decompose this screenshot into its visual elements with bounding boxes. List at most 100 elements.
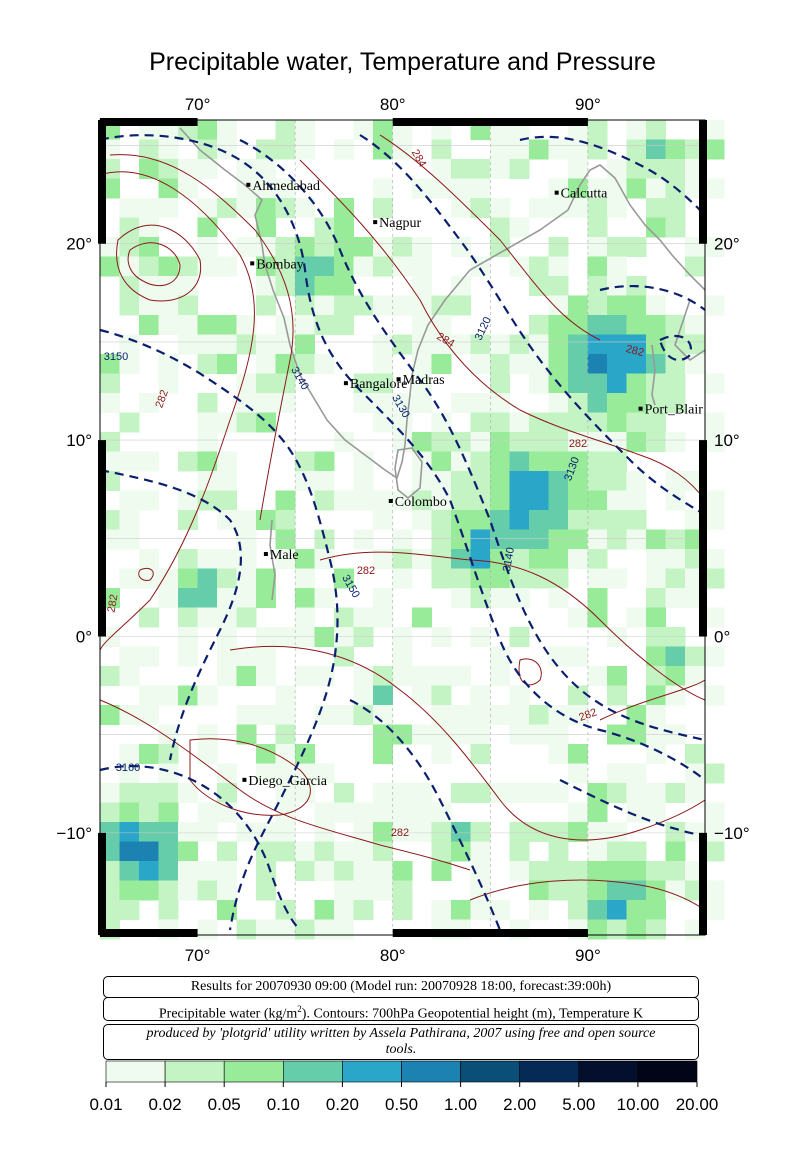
pw-cell (646, 607, 666, 628)
pw-cell (568, 471, 588, 491)
pw-cell (178, 568, 198, 589)
pw-cell (295, 315, 315, 335)
pw-cell (295, 861, 315, 881)
temperature-contour-label: 282 (624, 343, 645, 359)
pw-cell (431, 861, 452, 881)
pw-cell (509, 627, 530, 647)
pw-cell (607, 354, 627, 374)
pw-cell (158, 783, 179, 803)
pw-cell (178, 178, 198, 199)
pw-cell (587, 802, 608, 823)
pw-cell (158, 763, 179, 784)
pw-cell (509, 861, 530, 881)
pw-cell (431, 159, 452, 179)
pw-cell (119, 490, 140, 511)
pw-cell (704, 237, 725, 257)
pw-cell (431, 627, 452, 647)
pw-cell (412, 783, 432, 803)
pw-cell (646, 178, 666, 199)
pw-cell (158, 880, 179, 901)
pw-cell (197, 412, 218, 433)
description-post: ). Contours: 700hPa Geopotential height … (301, 1006, 644, 1022)
pw-cell (490, 139, 510, 160)
pw-cell (548, 295, 569, 316)
pw-cell (197, 568, 218, 589)
pw-cell (451, 666, 471, 686)
pw-cell (412, 685, 432, 706)
pw-cell (587, 451, 608, 472)
pw-cell (529, 139, 549, 160)
pw-cell (295, 744, 315, 764)
pw-cell (431, 666, 452, 686)
pw-cell (334, 919, 354, 940)
pw-cell (119, 861, 140, 881)
pw-cell (334, 237, 354, 257)
pw-cell (665, 568, 686, 589)
pw-cell (626, 529, 647, 550)
pw-cell (197, 919, 218, 940)
pw-cell (392, 861, 413, 881)
pw-cell (607, 393, 627, 413)
geopotential-contour-label: 3140 (501, 546, 517, 572)
pw-cell (314, 256, 335, 277)
pw-cell (646, 783, 666, 803)
pw-cell (509, 490, 530, 511)
lon-label-bottom: 90° (575, 946, 601, 965)
pw-cell (607, 783, 627, 803)
pw-cell (314, 237, 335, 257)
pw-cell (373, 490, 393, 511)
description-info: Precipitable water (kg/m2). Contours: 70… (103, 997, 699, 1022)
pw-cell (392, 627, 413, 647)
pw-cell (568, 490, 588, 511)
pw-cell (548, 744, 569, 764)
pw-cell (548, 432, 569, 452)
pw-cell (373, 880, 393, 901)
pw-cell (275, 139, 296, 160)
pw-cell (431, 451, 452, 472)
pw-cell (353, 666, 374, 686)
pw-cell (334, 783, 354, 803)
pw-cell (100, 354, 120, 374)
pw-cell (704, 685, 725, 706)
pw-cell (451, 705, 471, 725)
pw-cell (412, 666, 432, 686)
pw-cell (334, 568, 354, 589)
map-title: Precipitable water, Temperature and Pres… (149, 48, 656, 76)
pw-cell (490, 646, 510, 667)
pw-cell (490, 783, 510, 803)
pw-cell (568, 900, 588, 920)
pw-cell (431, 841, 452, 862)
pw-cell (217, 568, 237, 589)
city-marker (554, 190, 559, 195)
pw-cell (626, 373, 647, 394)
pw-cell (509, 217, 530, 238)
pw-cell (568, 646, 588, 667)
pw-cell (412, 549, 432, 569)
pw-cell (373, 841, 393, 862)
city-marker (343, 381, 348, 386)
pw-cell (178, 646, 198, 667)
pw-cell (275, 120, 296, 140)
pw-cell (646, 744, 666, 764)
pw-cell (529, 373, 549, 394)
colorbar-label: 10.00 (616, 1095, 660, 1114)
pw-cell (197, 217, 218, 238)
pw-cell (295, 666, 315, 686)
maldives (269, 519, 276, 601)
pw-cell (529, 276, 549, 296)
pw-cell (704, 802, 725, 823)
city-label: Bombay (256, 257, 303, 272)
frame-band-top (392, 118, 588, 126)
pw-cell (158, 315, 179, 335)
pw-cell (529, 568, 549, 589)
pw-cell (256, 237, 276, 257)
pw-cell (509, 529, 530, 550)
pw-cell (548, 315, 569, 335)
pw-cell (197, 354, 218, 374)
pw-cell (548, 841, 569, 862)
pw-cell (412, 822, 432, 842)
pw-cell (646, 373, 666, 394)
pw-cell (548, 529, 569, 550)
pw-cell (490, 568, 510, 589)
pw-cell (646, 880, 666, 901)
